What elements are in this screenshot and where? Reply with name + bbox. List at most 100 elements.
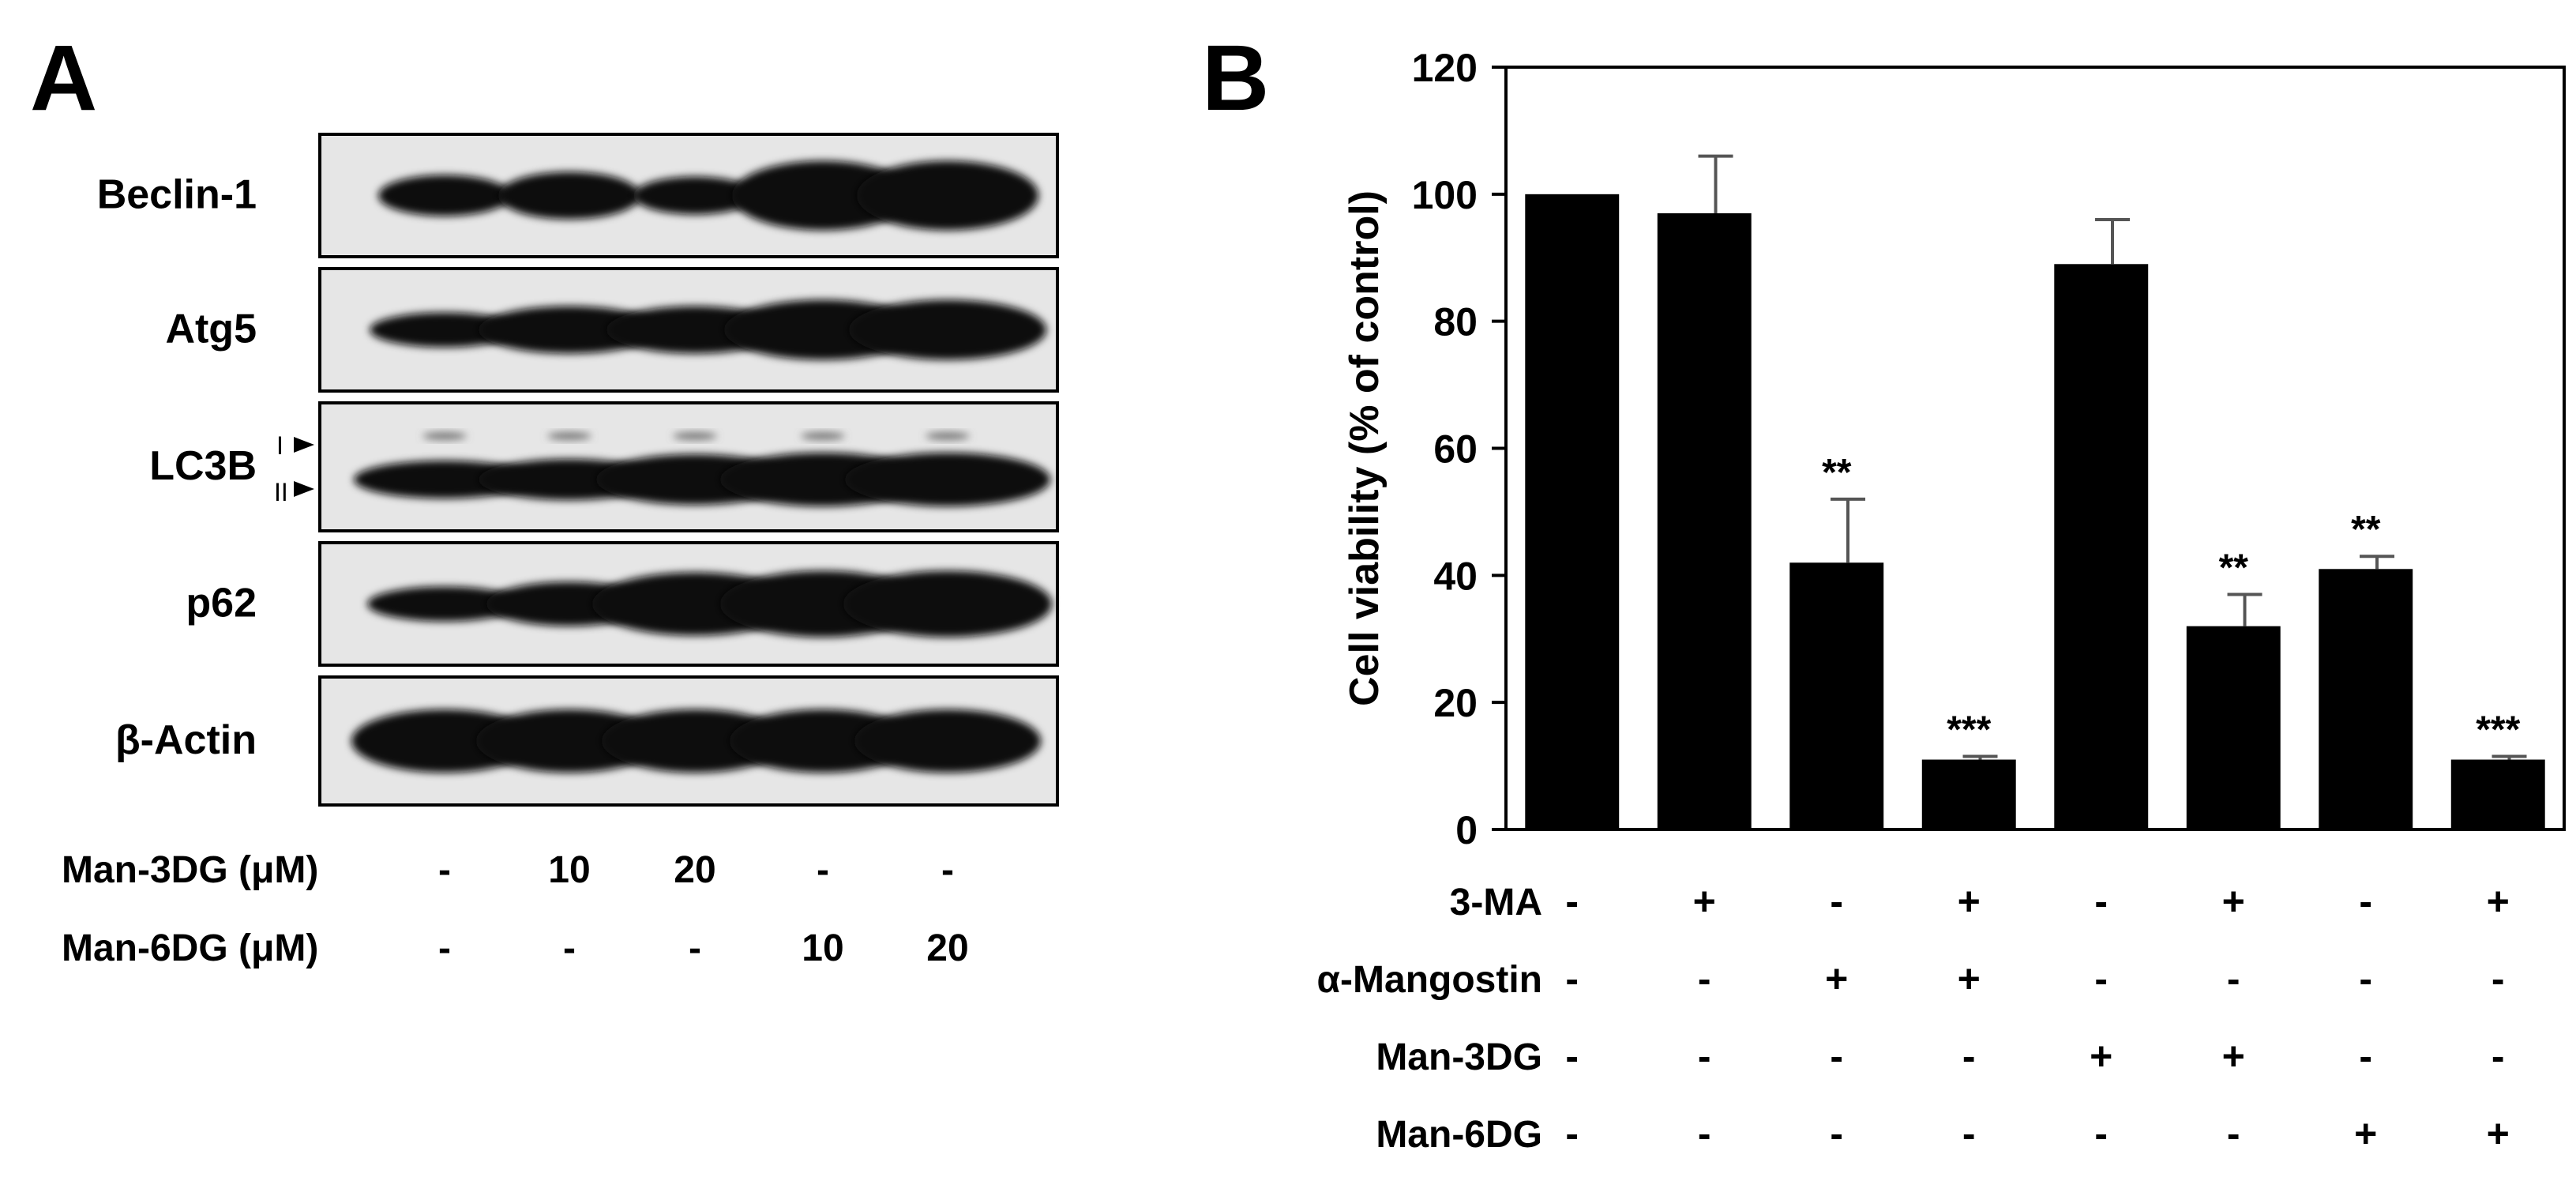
- bar-6: [2186, 626, 2281, 829]
- condition-2-bar-1: -: [1565, 957, 1579, 1001]
- band-lc3b-i-lane-5: [926, 432, 970, 440]
- condition-label-3: Man-3DG: [1376, 1036, 1542, 1078]
- band-lc3b-lane-5: [845, 453, 1050, 506]
- bar-3: [1789, 562, 1884, 829]
- band-atg5-lane-2: [479, 306, 660, 354]
- treatment-2-lane-4: 10: [802, 927, 843, 969]
- bar-4: [1921, 759, 2016, 829]
- lc3b-band-i-label: I: [276, 431, 284, 460]
- treatment-label-2: Man-6DG (μM): [62, 927, 318, 969]
- band-beclin-1-lane-4: [732, 160, 914, 231]
- condition-2-bar-2: -: [1698, 957, 1711, 1001]
- treatment-1-lane-4: -: [817, 849, 829, 891]
- bar-2: [1657, 213, 1752, 829]
- condition-1-bar-7: -: [2359, 879, 2372, 923]
- condition-1-bar-2: +: [1693, 879, 1716, 923]
- condition-label-1: 3-MA: [1450, 882, 1542, 923]
- bar-7: [2319, 569, 2413, 829]
- band-lc3b-i-lane-2: [547, 432, 591, 440]
- band-beclin-1-lane-5: [857, 160, 1038, 231]
- y-tick-label-0: 0: [1455, 808, 1478, 852]
- blot-label-beta-actin: β-Actin: [115, 717, 257, 763]
- lc3b-band-ii-arrow: [294, 481, 314, 497]
- condition-4-bar-3: -: [1830, 1111, 1843, 1156]
- condition-2-bar-8: -: [2492, 957, 2505, 1001]
- y-tick-label-40: 40: [1433, 554, 1478, 598]
- significance-4: ***: [1947, 709, 1991, 751]
- treatment-2-lane-3: -: [689, 927, 701, 969]
- condition-1-bar-5: -: [2094, 879, 2108, 923]
- band-atg5-lane-5: [849, 299, 1046, 360]
- significance-6: **: [2219, 547, 2249, 589]
- condition-3-bar-4: -: [1962, 1034, 1976, 1078]
- condition-4-bar-5: -: [2094, 1111, 2108, 1156]
- condition-2-bar-5: -: [2094, 957, 2108, 1001]
- band-p62-lane-5: [843, 570, 1052, 638]
- condition-4-bar-7: +: [2354, 1111, 2377, 1156]
- lc3b-band-ii-label: II: [274, 478, 288, 506]
- significance-7: **: [2351, 509, 2381, 551]
- condition-1-bar-4: +: [1958, 879, 1981, 923]
- condition-2-bar-3: +: [1825, 957, 1848, 1001]
- condition-4-bar-6: -: [2227, 1111, 2240, 1156]
- condition-4-bar-4: -: [1962, 1111, 1976, 1156]
- y-tick-label-100: 100: [1412, 173, 1478, 217]
- bar-5: [2054, 264, 2149, 830]
- treatment-1-lane-3: 20: [674, 849, 715, 891]
- blot-label-beclin-1: Beclin-1: [97, 172, 257, 218]
- blot-label-atg5: Atg5: [165, 307, 257, 352]
- significance-8: ***: [2476, 709, 2520, 751]
- treatment-2-lane-5: 20: [926, 927, 968, 969]
- condition-3-bar-8: -: [2492, 1034, 2505, 1078]
- condition-label-4: Man-6DG: [1376, 1114, 1542, 1156]
- condition-3-bar-2: -: [1698, 1034, 1711, 1078]
- band-lc3b-i-lane-1: [422, 432, 467, 440]
- band-p62-lane-1: [367, 586, 522, 622]
- y-tick-label-80: 80: [1433, 300, 1478, 344]
- treatment-2-lane-2: -: [563, 927, 576, 969]
- band-lc3b-i-lane-4: [801, 432, 845, 440]
- panel-b-label: B: [1202, 26, 1270, 130]
- panel-a-label: A: [30, 26, 98, 130]
- treatment-2-lane-1: -: [438, 927, 451, 969]
- band-beclin-1-lane-1: [378, 175, 511, 216]
- condition-3-bar-5: +: [2090, 1034, 2112, 1078]
- treatment-1-lane-1: -: [438, 849, 451, 891]
- band-beta-actin-lane-3: [602, 709, 788, 773]
- condition-2-bar-6: -: [2227, 957, 2240, 1001]
- y-tick-label-60: 60: [1433, 427, 1478, 472]
- treatment-label-1: Man-3DG (μM): [62, 849, 318, 891]
- significance-3: **: [1822, 452, 1852, 494]
- y-axis-label: Cell viability (% of control): [1342, 190, 1388, 706]
- condition-1-bar-8: +: [2487, 879, 2510, 923]
- condition-3-bar-1: -: [1565, 1034, 1579, 1078]
- condition-1-bar-6: +: [2222, 879, 2245, 923]
- condition-4-bar-2: -: [1698, 1111, 1711, 1156]
- band-beclin-1-lane-3: [633, 176, 757, 215]
- band-beclin-1-lane-2: [498, 171, 640, 220]
- band-lc3b-i-lane-3: [673, 432, 717, 440]
- band-beta-actin-lane-5: [854, 709, 1041, 773]
- blot-label-lc3b: LC3B: [149, 443, 257, 489]
- condition-2-bar-7: -: [2359, 957, 2372, 1001]
- y-tick-label-20: 20: [1433, 681, 1478, 725]
- condition-3-bar-3: -: [1830, 1034, 1843, 1078]
- band-atg5-lane-1: [370, 312, 520, 348]
- bar-chart: 0 20 40 60 80 100 120 Cell viability (% of cont…: [1317, 46, 2566, 1156]
- condition-3-bar-7: -: [2359, 1034, 2372, 1078]
- treatment-1-lane-5: -: [941, 849, 954, 891]
- y-tick-label-120: 120: [1412, 46, 1478, 90]
- treatment-1-lane-2: 10: [548, 849, 590, 891]
- blot-label-p62: p62: [186, 581, 257, 626]
- condition-1-bar-3: -: [1830, 879, 1843, 923]
- condition-1-bar-1: -: [1565, 879, 1579, 923]
- condition-4-bar-1: -: [1565, 1111, 1579, 1156]
- condition-2-bar-4: +: [1958, 957, 1981, 1001]
- condition-label-2: α-Mangostin: [1317, 959, 1542, 1001]
- condition-4-bar-8: +: [2487, 1111, 2510, 1156]
- lc3b-band-i-arrow: [294, 437, 314, 453]
- condition-3-bar-6: +: [2222, 1034, 2245, 1078]
- bar-8: [2450, 759, 2545, 829]
